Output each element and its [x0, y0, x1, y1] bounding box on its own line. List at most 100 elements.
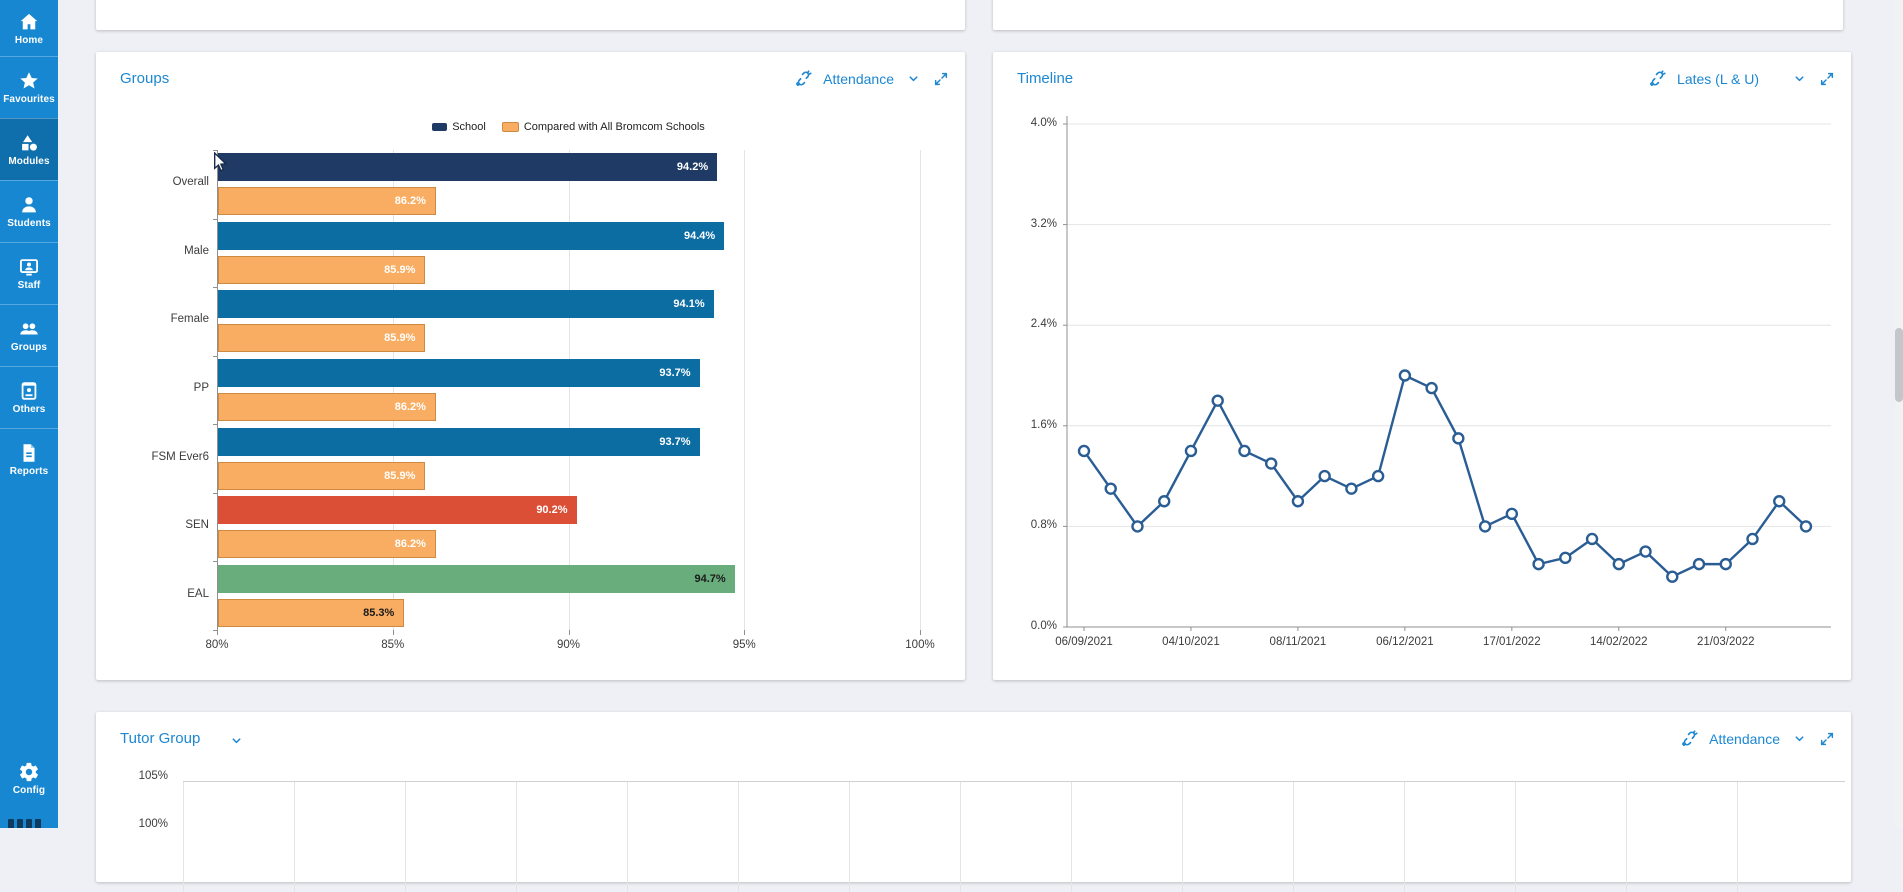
modules-icon: [18, 132, 40, 154]
data-point-marker[interactable]: [1452, 432, 1465, 445]
data-point-marker[interactable]: [1291, 495, 1305, 508]
data-point-marker[interactable]: [1238, 444, 1251, 458]
x-tick-label: 85%: [381, 639, 405, 651]
vertical-scrollbar-thumb[interactable]: [1895, 328, 1903, 402]
data-point-marker[interactable]: [1666, 570, 1679, 583]
data-point-marker[interactable]: [1612, 557, 1625, 571]
expand-icon[interactable]: [933, 71, 949, 87]
bar-compared-female[interactable]: 85.9%: [218, 324, 426, 353]
data-point-marker[interactable]: [1425, 381, 1438, 395]
data-point-marker[interactable]: [1184, 444, 1198, 458]
sidebar-item-label: Favourites: [3, 94, 55, 105]
bar-school-male[interactable]: 94.4%: [218, 221, 725, 250]
chevron-down-icon[interactable]: [1793, 72, 1806, 85]
chevron-down-icon[interactable]: [230, 734, 243, 752]
legend-label: School: [452, 121, 486, 133]
data-point-marker[interactable]: [1398, 369, 1412, 382]
data-point-marker[interactable]: [1692, 557, 1706, 571]
sidebar-item-label: Modules: [8, 156, 50, 167]
bar-school-eal[interactable]: 94.7%: [218, 564, 735, 593]
home-icon: [18, 11, 40, 33]
sidebar-item-others[interactable]: Others: [0, 366, 58, 428]
others-icon: [18, 380, 40, 402]
x-tick-label: 14/02/2022: [1590, 636, 1648, 648]
data-point-marker[interactable]: [1264, 457, 1278, 470]
y-tick-label: 105%: [138, 770, 168, 782]
x-tick-label: 08/11/2021: [1269, 636, 1327, 648]
bar-compared-eal[interactable]: 85.3%: [218, 598, 405, 627]
bar-school-fsm-ever6[interactable]: 93.7%: [218, 427, 700, 456]
unlink-icon[interactable]: [1680, 729, 1699, 748]
groups-card-title: Groups: [120, 70, 170, 87]
sidebar-item-config[interactable]: Config: [0, 750, 58, 806]
bar-school-overall[interactable]: 94.2%: [218, 153, 718, 182]
x-tickmark: [568, 630, 570, 635]
data-point-marker[interactable]: [1077, 444, 1091, 458]
sidebar-item-reports[interactable]: Reports: [0, 428, 58, 490]
tutor-metric-selector[interactable]: Attendance: [1709, 730, 1780, 747]
bar-compared-male[interactable]: 85.9%: [218, 255, 426, 284]
sidebar-item-label: Home: [14, 34, 44, 46]
sidebar-item-home[interactable]: Home: [0, 0, 58, 56]
x-tick-label: 100%: [905, 639, 935, 651]
data-point-marker[interactable]: [1345, 482, 1358, 495]
bar-school-pp[interactable]: 93.7%: [218, 359, 700, 387]
timeline-series-line: [1083, 374, 1807, 578]
sidebar-item-staff[interactable]: Staff: [0, 242, 58, 304]
sidebar-item-label: Reports: [9, 466, 49, 477]
top-left-card-clipped: [96, 0, 965, 30]
y-tick-label: 2.4%: [1030, 318, 1057, 331]
data-point-marker[interactable]: [1719, 557, 1732, 571]
tutor-group-card-title: Tutor Group: [120, 730, 201, 747]
data-point-marker[interactable]: [1639, 545, 1652, 558]
chevron-down-icon[interactable]: [1793, 732, 1806, 745]
bar-school-sen[interactable]: 90.2%: [218, 496, 577, 525]
data-point-marker[interactable]: [1532, 557, 1545, 571]
data-point-marker[interactable]: [1478, 520, 1492, 533]
data-point-marker[interactable]: [1505, 507, 1519, 521]
data-point-marker[interactable]: [1799, 520, 1813, 533]
unlink-icon[interactable]: [794, 69, 813, 88]
data-point-marker[interactable]: [1746, 532, 1759, 546]
x-tickmark: [392, 630, 394, 635]
data-point-marker[interactable]: [1211, 394, 1224, 407]
data-point-marker[interactable]: [1131, 520, 1144, 533]
data-point-marker[interactable]: [1559, 551, 1572, 565]
groups-metric-selector[interactable]: Attendance: [823, 70, 894, 87]
tutor-group-card: Tutor Group Attendance 105% 100%: [96, 712, 1851, 892]
unlink-icon[interactable]: [1648, 69, 1667, 88]
category-label: PP: [193, 382, 209, 394]
bar-compared-overall[interactable]: 86.2%: [218, 187, 436, 216]
y-tickmark: [213, 287, 217, 289]
expand-icon[interactable]: [1819, 731, 1835, 747]
sidebar-item-groups[interactable]: Groups: [0, 304, 58, 366]
category-label: SEN: [185, 519, 209, 532]
bar-compared-pp[interactable]: 86.2%: [218, 393, 436, 421]
data-point-marker[interactable]: [1158, 495, 1171, 508]
data-point-marker[interactable]: [1371, 469, 1385, 483]
data-point-marker[interactable]: [1585, 532, 1599, 546]
chevron-down-icon[interactable]: [907, 72, 920, 85]
data-point-marker[interactable]: [1318, 469, 1331, 483]
top-right-card-clipped: [993, 0, 1843, 30]
sidebar-item-favourites[interactable]: Favourites: [0, 56, 58, 118]
data-point-marker[interactable]: [1773, 495, 1786, 508]
y-tickmark: [213, 561, 217, 563]
sidebar-item-modules[interactable]: Modules: [0, 118, 58, 180]
timeline-metric-selector[interactable]: Lates (L & U): [1677, 70, 1759, 87]
gear-icon: [18, 761, 40, 783]
bar-compared-sen[interactable]: 86.2%: [218, 530, 436, 559]
staff-icon: [18, 256, 40, 278]
y-tick-label: 4.0%: [1030, 117, 1057, 129]
y-tick-label: 0.0%: [1030, 620, 1057, 632]
x-gridline: [568, 150, 570, 630]
data-point-marker[interactable]: [1104, 482, 1117, 495]
vertical-scrollbar-track[interactable]: [1895, 0, 1903, 828]
sidebar-item-students[interactable]: Students: [0, 180, 58, 242]
y-axis-line: [217, 150, 218, 630]
bar-school-female[interactable]: 94.1%: [218, 290, 714, 319]
expand-icon[interactable]: [1819, 71, 1835, 87]
bar-compared-fsm-ever6[interactable]: 85.9%: [218, 461, 426, 490]
category-label: Overall: [172, 176, 209, 189]
star-icon: [18, 70, 40, 92]
